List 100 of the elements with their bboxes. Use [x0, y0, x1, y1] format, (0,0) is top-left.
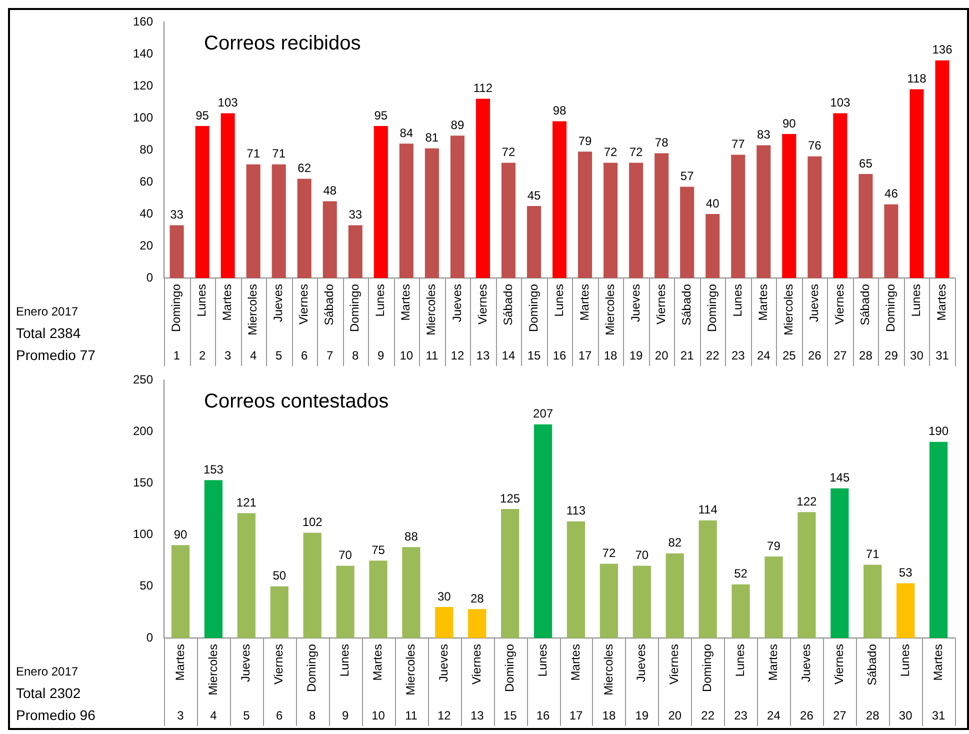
text: 10 [372, 708, 386, 722]
data-label: 207 [533, 406, 554, 421]
bar [910, 89, 924, 278]
x-tick-label: Martes [172, 644, 187, 681]
text: 22 [706, 348, 720, 362]
x-tick-label: Domingo [884, 284, 898, 332]
y-tick-label: 100 [132, 110, 154, 124]
x-tick-label: Martes [220, 284, 234, 321]
bar [501, 162, 516, 278]
data-label: 83 [756, 128, 771, 142]
bar [600, 564, 618, 638]
bar [435, 607, 454, 638]
text: 5 [243, 708, 250, 722]
text: 4 [210, 708, 218, 722]
x-tick-label: Viernes [296, 284, 311, 324]
data-label: 90 [174, 527, 188, 542]
data-label: 78 [654, 136, 669, 150]
bar [237, 513, 256, 638]
bar [833, 113, 848, 278]
x-tick-label: Jueves [628, 284, 642, 322]
x-tick-label: Viernes [475, 284, 490, 324]
text: 30 [898, 708, 913, 722]
bar [534, 424, 552, 638]
x-tick-label: Lunes [535, 644, 550, 677]
text: 29 [884, 348, 898, 362]
data-label: 70 [338, 548, 352, 562]
data-label: 145 [830, 470, 850, 485]
data-label: 125 [500, 491, 520, 506]
x-tick-label: Miercoles [246, 284, 260, 336]
data-label: 102 [302, 515, 323, 530]
data-label: 84 [400, 126, 414, 140]
bar [336, 566, 354, 638]
bar [450, 136, 464, 278]
bar [303, 532, 322, 638]
bar [680, 186, 694, 278]
data-label: 88 [404, 529, 418, 544]
data-label: 89 [450, 118, 464, 132]
text: Promedio 77 [16, 346, 96, 363]
data-label: 33 [170, 208, 184, 222]
y-tick-label: 150 [132, 476, 154, 490]
x-tick-label: Martes [934, 284, 949, 321]
bar [896, 583, 915, 638]
data-label: 122 [796, 494, 818, 508]
text: Total 2302 [16, 684, 81, 701]
text: 12 [450, 348, 464, 362]
bar [782, 134, 796, 278]
x-tick-label: Viernes [469, 644, 484, 684]
text: 16 [552, 348, 567, 362]
x-tick-label: Jueves [799, 644, 814, 682]
bar [632, 566, 651, 638]
data-label: 79 [767, 538, 781, 553]
data-label: 71 [866, 547, 880, 562]
x-tick-label: Martes [370, 644, 385, 681]
bar [578, 152, 592, 278]
data-label: 75 [372, 542, 386, 557]
bar [220, 113, 235, 278]
data-label: 72 [629, 145, 644, 160]
bar [629, 162, 644, 278]
bar [195, 126, 210, 278]
bar [402, 547, 420, 638]
x-tick-label: Jueves [450, 284, 464, 322]
text: 20 [668, 708, 682, 722]
y-tick-label: 100 [132, 527, 154, 542]
bar [204, 480, 223, 638]
x-tick-label: Domingo [526, 284, 540, 332]
data-label: 136 [932, 42, 953, 57]
x-tick-label: Domingo [704, 284, 719, 332]
data-label: 113 [566, 504, 586, 518]
x-tick-label: Lunes [733, 644, 748, 677]
data-label: 57 [680, 169, 694, 184]
x-tick-label: Jueves [806, 284, 821, 322]
bar [424, 148, 439, 278]
x-tick-label: Miercoles [424, 284, 438, 336]
data-label: 62 [298, 161, 312, 176]
bar [706, 214, 720, 278]
bar [858, 174, 873, 278]
data-label: 40 [706, 196, 720, 210]
bar [270, 586, 288, 638]
text: 31 [932, 708, 946, 722]
text: 30 [910, 348, 924, 362]
data-label: 81 [425, 130, 439, 145]
data-label: 33 [348, 208, 362, 222]
data-label: 53 [898, 566, 913, 580]
bar [666, 553, 684, 638]
bar [830, 488, 849, 638]
text: 24 [756, 348, 771, 362]
bar [731, 154, 746, 278]
x-tick-label: Sábado [858, 284, 872, 326]
x-tick-label: Martes [577, 284, 592, 321]
x-tick-label: Jueves [634, 644, 648, 682]
text: 18 [604, 348, 618, 362]
bar [468, 609, 486, 638]
data-label: 118 [907, 72, 927, 86]
text: 20 [654, 348, 669, 362]
x-tick-label: Jueves [238, 644, 253, 682]
data-label: 71 [246, 146, 260, 161]
bar [764, 556, 783, 638]
text: 3 [177, 708, 184, 722]
data-label: 153 [203, 462, 224, 476]
data-label: 79 [578, 134, 592, 148]
